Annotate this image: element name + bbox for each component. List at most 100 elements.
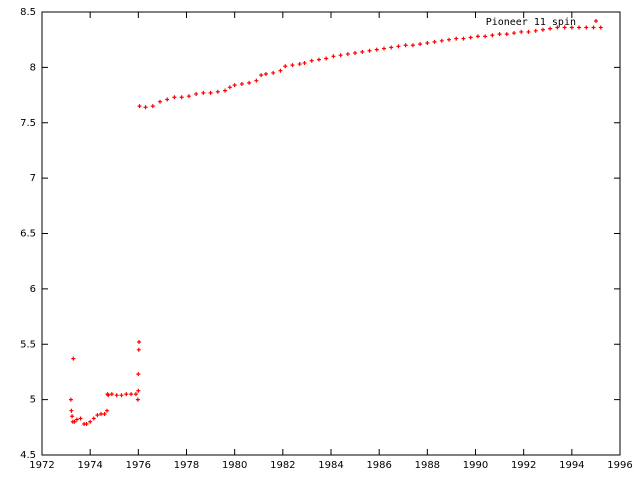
x-tick-label: 1996 bbox=[607, 460, 632, 471]
point bbox=[425, 41, 430, 46]
point bbox=[338, 53, 343, 58]
point bbox=[309, 58, 314, 63]
point bbox=[497, 32, 502, 37]
point bbox=[135, 397, 140, 402]
point bbox=[569, 25, 574, 30]
point bbox=[74, 417, 79, 422]
point bbox=[490, 33, 495, 38]
x-tick-label: 1982 bbox=[270, 460, 295, 471]
x-tick-label: 1992 bbox=[511, 460, 536, 471]
point bbox=[290, 63, 295, 68]
point bbox=[519, 29, 524, 34]
point bbox=[129, 392, 134, 397]
point bbox=[439, 38, 444, 43]
point bbox=[577, 25, 582, 30]
legend-marker bbox=[594, 19, 598, 23]
point bbox=[263, 72, 268, 77]
point bbox=[548, 26, 553, 31]
y-tick-label: 7 bbox=[30, 173, 36, 184]
point bbox=[283, 64, 288, 69]
point bbox=[95, 413, 100, 418]
point bbox=[367, 48, 372, 53]
point bbox=[381, 46, 386, 51]
point bbox=[136, 388, 141, 393]
point bbox=[475, 34, 480, 39]
point bbox=[403, 43, 408, 48]
point bbox=[165, 97, 170, 102]
point bbox=[278, 68, 283, 73]
x-tick-label: 1986 bbox=[366, 460, 391, 471]
point bbox=[201, 90, 206, 95]
plot-border bbox=[41, 11, 621, 456]
point bbox=[461, 36, 466, 41]
point bbox=[227, 85, 232, 90]
y-tick-label: 7.5 bbox=[20, 118, 36, 129]
point bbox=[119, 393, 124, 398]
point bbox=[410, 43, 415, 48]
point bbox=[353, 50, 358, 55]
y-tick-label: 4.5 bbox=[20, 450, 36, 461]
point bbox=[136, 347, 141, 352]
point bbox=[137, 104, 142, 109]
y-tick-label: 6 bbox=[30, 284, 36, 295]
point bbox=[71, 356, 76, 361]
x-tick-label: 1976 bbox=[126, 460, 151, 471]
x-tick-label: 1978 bbox=[174, 460, 199, 471]
point bbox=[114, 393, 119, 398]
point bbox=[598, 25, 603, 30]
point bbox=[78, 416, 83, 421]
point bbox=[271, 70, 276, 75]
point bbox=[374, 47, 379, 52]
point bbox=[345, 52, 350, 57]
point bbox=[331, 54, 336, 59]
point bbox=[483, 34, 488, 39]
point bbox=[254, 78, 259, 83]
point bbox=[124, 392, 129, 397]
x-tick-label: 1974 bbox=[77, 460, 102, 471]
point bbox=[454, 36, 459, 41]
x-tick-label: 1972 bbox=[29, 460, 54, 471]
point bbox=[137, 340, 142, 345]
x-tick-label: 1980 bbox=[222, 460, 247, 471]
point bbox=[105, 408, 110, 413]
point bbox=[91, 416, 96, 421]
point bbox=[72, 419, 77, 424]
point bbox=[533, 28, 538, 33]
point bbox=[259, 73, 264, 78]
point bbox=[208, 90, 213, 95]
point bbox=[136, 372, 141, 377]
x-tick-label: 1988 bbox=[415, 460, 440, 471]
point bbox=[68, 397, 73, 402]
point bbox=[109, 392, 114, 397]
point bbox=[432, 39, 437, 44]
point bbox=[418, 42, 423, 47]
point bbox=[70, 414, 75, 419]
point bbox=[447, 37, 452, 42]
point bbox=[106, 393, 111, 398]
point bbox=[223, 88, 228, 93]
point bbox=[88, 419, 93, 424]
x-tick-label: 1984 bbox=[318, 460, 343, 471]
x-tick-label: 1990 bbox=[463, 460, 488, 471]
point bbox=[504, 32, 509, 37]
point bbox=[102, 412, 107, 417]
point bbox=[215, 89, 220, 94]
point bbox=[133, 392, 138, 397]
x-tick-label: 1994 bbox=[559, 460, 584, 471]
point bbox=[526, 29, 531, 34]
legend-label: Pioneer 11 spin bbox=[486, 17, 576, 28]
y-tick-label: 5.5 bbox=[20, 339, 36, 350]
point bbox=[297, 62, 302, 67]
y-tick-label: 8.5 bbox=[20, 7, 36, 18]
point bbox=[179, 95, 184, 100]
point bbox=[143, 105, 148, 110]
point bbox=[232, 83, 237, 88]
point bbox=[324, 56, 329, 61]
point bbox=[194, 91, 199, 96]
point bbox=[302, 60, 307, 65]
point bbox=[316, 57, 321, 62]
point bbox=[389, 45, 394, 50]
point bbox=[360, 49, 365, 54]
point bbox=[562, 25, 567, 30]
